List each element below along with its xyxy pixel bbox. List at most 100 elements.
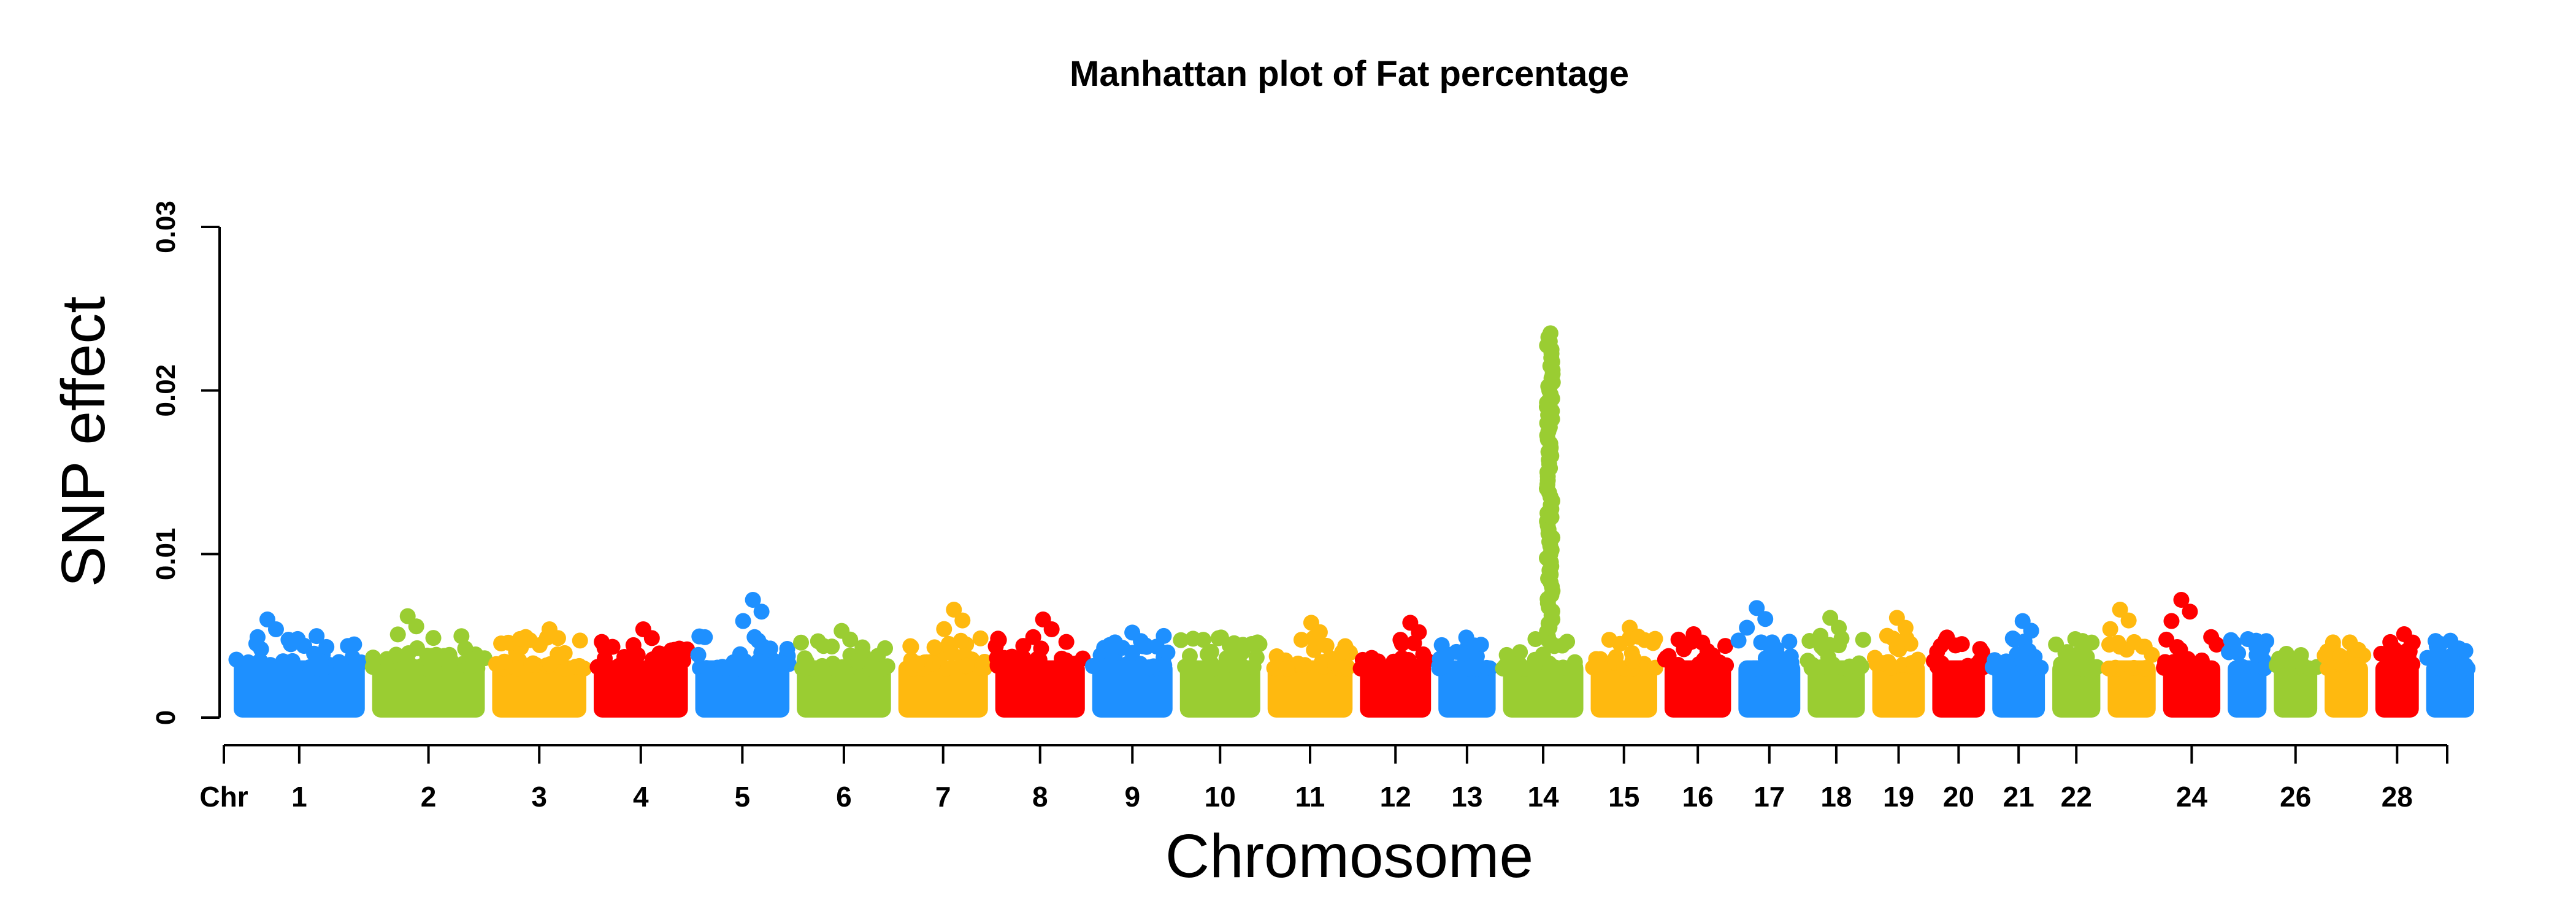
snp-point bbox=[1947, 637, 1964, 654]
snp-point bbox=[1906, 656, 1922, 672]
snp-point bbox=[1156, 657, 1173, 673]
snp-point bbox=[1855, 632, 1871, 648]
snp-band bbox=[1932, 660, 1985, 718]
snp-point bbox=[1114, 640, 1131, 656]
chromosome-22-points bbox=[2048, 631, 2105, 718]
snp-point bbox=[1340, 659, 1356, 676]
snp-point bbox=[2033, 659, 2049, 676]
x-axis-label: Chromosome bbox=[1165, 822, 1533, 891]
snp-point bbox=[671, 659, 688, 676]
x-axis-chr-label: Chr bbox=[199, 781, 248, 813]
snp-point bbox=[2102, 621, 2118, 637]
snp-point bbox=[1268, 648, 1285, 664]
snp-band bbox=[1872, 660, 1925, 718]
snp-point bbox=[793, 634, 810, 651]
snp-point bbox=[908, 656, 925, 673]
snp-point bbox=[253, 641, 269, 657]
x-tick-label: 8 bbox=[1032, 781, 1048, 813]
x-tick-label: 20 bbox=[1943, 781, 1974, 813]
snp-point bbox=[958, 657, 975, 674]
chromosome-29-points bbox=[2419, 632, 2476, 718]
chromosome-16-points bbox=[1657, 626, 1735, 718]
x-tick-label: 21 bbox=[2003, 781, 2034, 813]
snp-point bbox=[408, 660, 424, 677]
snp-point bbox=[443, 653, 459, 669]
snp-point bbox=[2230, 645, 2247, 662]
snp-point bbox=[854, 639, 871, 656]
x-tick-label: 9 bbox=[1124, 781, 1140, 813]
snp-point bbox=[753, 604, 770, 620]
snp-point bbox=[1007, 659, 1024, 676]
snp-point bbox=[2320, 660, 2336, 677]
chromosome-1-points bbox=[228, 611, 369, 718]
snp-point bbox=[2120, 612, 2137, 629]
snp-point bbox=[1880, 654, 1896, 670]
chromosome-19-points bbox=[1866, 610, 1926, 718]
snp-point bbox=[2204, 660, 2220, 677]
snp-point bbox=[1879, 627, 1895, 644]
snp-point bbox=[761, 642, 778, 658]
snp-point bbox=[697, 629, 713, 645]
snp-point bbox=[1512, 644, 1528, 661]
snp-point bbox=[1057, 654, 1073, 671]
x-tick-label: 7 bbox=[935, 781, 951, 813]
chromosome-7-points bbox=[898, 602, 993, 718]
x-axis: Chr 1 2 3 4 5 6 7 8 9 10 11 12 13 14 15 16 17 18 19 20 21 22 24… bbox=[199, 744, 2448, 813]
snp-point bbox=[1559, 634, 1576, 650]
snp-point bbox=[953, 632, 969, 649]
snp-point bbox=[954, 612, 971, 629]
snp-point bbox=[2088, 659, 2105, 675]
x-tick-label: 16 bbox=[1682, 781, 1714, 813]
snp-point bbox=[2004, 630, 2021, 646]
chromosome-2-points bbox=[364, 608, 493, 718]
snp-point bbox=[2023, 623, 2039, 639]
snp-point bbox=[1838, 660, 1855, 677]
snp-point bbox=[2256, 660, 2273, 677]
snp-point bbox=[1990, 660, 2006, 677]
x-tick-label: 14 bbox=[1527, 781, 1559, 813]
snp-point bbox=[938, 660, 954, 677]
snp-point bbox=[531, 637, 548, 653]
snp-point bbox=[1392, 632, 1409, 648]
chromosome-6-points bbox=[793, 623, 895, 718]
snp-point bbox=[2318, 648, 2334, 665]
snp-point bbox=[1753, 634, 1769, 651]
snp-point bbox=[1585, 659, 1601, 676]
chromosome-12-points bbox=[1352, 615, 1435, 718]
snp-point bbox=[1431, 660, 1447, 677]
snp-point bbox=[512, 631, 528, 647]
y-tick-label: 0.02 bbox=[151, 364, 181, 417]
x-tick-label: 22 bbox=[2061, 781, 2092, 813]
snp-point bbox=[1278, 660, 1295, 677]
snp-point bbox=[1929, 643, 1945, 660]
snp-points bbox=[228, 325, 2476, 718]
snp-point bbox=[464, 657, 480, 673]
snp-point bbox=[632, 660, 648, 677]
snp-point bbox=[1177, 659, 1194, 675]
snp-point bbox=[2068, 659, 2084, 676]
y-tick-label: 0 bbox=[151, 710, 181, 725]
snp-point bbox=[1657, 651, 1673, 668]
snp-point bbox=[365, 650, 381, 666]
snp-point bbox=[2057, 645, 2074, 662]
snp-point bbox=[1547, 659, 1564, 676]
snp-point bbox=[542, 656, 558, 672]
snp-point bbox=[849, 653, 866, 670]
snp-point bbox=[842, 631, 859, 648]
x-tick-label: 12 bbox=[1380, 781, 1411, 813]
snp-point bbox=[2110, 635, 2126, 651]
snp-point bbox=[987, 638, 1004, 654]
snp-point bbox=[1783, 654, 1800, 671]
snp-band bbox=[2052, 660, 2101, 718]
x-tick-label: 28 bbox=[2382, 781, 2413, 813]
snp-point bbox=[1630, 629, 1647, 645]
x-tick-label: 11 bbox=[1295, 781, 1325, 813]
snp-point bbox=[550, 630, 566, 646]
snp-point bbox=[312, 658, 329, 675]
snp-point bbox=[2134, 638, 2151, 655]
snp-point bbox=[1498, 646, 1515, 663]
chromosome-15-points bbox=[1585, 619, 1664, 718]
y-axis: 0 0.01 0.02 0.03 bbox=[151, 201, 221, 725]
snp-point bbox=[1952, 660, 1969, 677]
